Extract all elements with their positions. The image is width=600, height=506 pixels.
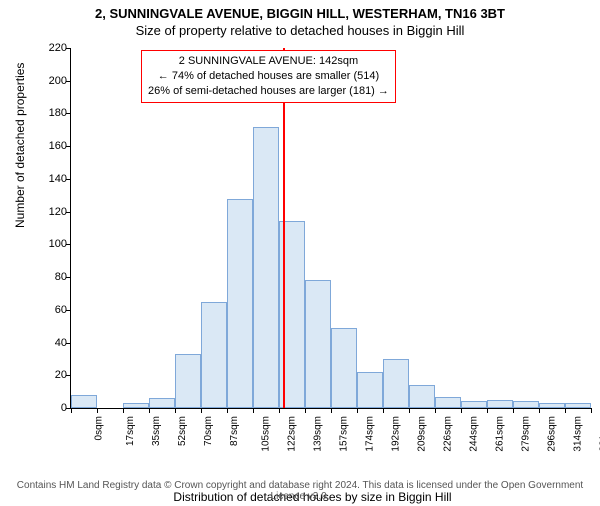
x-tick-label: 35sqm	[151, 416, 162, 446]
y-tick-label: 220	[39, 42, 67, 54]
histogram-bar	[201, 302, 227, 408]
histogram-bar	[461, 401, 487, 408]
x-tick-label: 139sqm	[313, 416, 324, 452]
histogram-bar	[175, 354, 201, 408]
annotation-box: 2 SUNNINGVALE AVENUE: 142sqm← 74% of det…	[141, 50, 396, 103]
plot-area: 0204060801001201401601802002200sqm17sqm3…	[70, 48, 591, 409]
histogram-bar	[331, 328, 357, 408]
title-subtitle: Size of property relative to detached ho…	[0, 23, 600, 38]
histogram-bar	[357, 372, 383, 408]
x-tick	[123, 408, 124, 413]
x-tick-label: 279sqm	[521, 416, 532, 452]
y-tick-label: 180	[39, 107, 67, 119]
x-tick-label: 226sqm	[443, 416, 454, 452]
x-tick	[357, 408, 358, 413]
y-tick-label: 120	[39, 206, 67, 218]
x-tick	[227, 408, 228, 413]
histogram-bar	[539, 403, 565, 408]
histogram-bar	[123, 403, 149, 408]
x-tick	[201, 408, 202, 413]
x-tick-label: 122sqm	[287, 416, 298, 452]
x-tick-label: 192sqm	[391, 416, 402, 452]
x-tick	[513, 408, 514, 413]
x-tick-label: 157sqm	[339, 416, 350, 452]
footer-attribution: Contains HM Land Registry data © Crown c…	[0, 480, 600, 502]
histogram-bar	[305, 280, 331, 408]
histogram-bar	[487, 400, 513, 408]
x-tick	[409, 408, 410, 413]
histogram-bar	[565, 403, 591, 408]
y-tick-label: 100	[39, 238, 67, 250]
histogram-bar	[253, 127, 279, 408]
x-tick-label: 52sqm	[177, 416, 188, 446]
x-tick	[539, 408, 540, 413]
histogram-bar	[227, 199, 253, 408]
x-tick	[71, 408, 72, 413]
x-tick-label: 261sqm	[495, 416, 506, 452]
x-tick-label: 105sqm	[261, 416, 272, 452]
y-tick-label: 0	[39, 402, 67, 414]
x-tick-label: 174sqm	[365, 416, 376, 452]
y-tick-label: 140	[39, 173, 67, 185]
x-tick-label: 209sqm	[417, 416, 428, 452]
x-tick	[435, 408, 436, 413]
x-tick-label: 0sqm	[93, 416, 104, 440]
y-axis-label: Number of detached properties	[13, 63, 27, 228]
x-tick	[175, 408, 176, 413]
annotation-line: 26% of semi-detached houses are larger (…	[148, 84, 389, 99]
histogram-bar	[149, 398, 175, 408]
annotation-line: ← 74% of detached houses are smaller (51…	[148, 69, 389, 84]
y-tick-label: 200	[39, 75, 67, 87]
histogram-bar	[435, 397, 461, 408]
annotation-line: 2 SUNNINGVALE AVENUE: 142sqm	[148, 54, 389, 69]
y-tick-label: 160	[39, 140, 67, 152]
x-tick	[565, 408, 566, 413]
y-tick-label: 20	[39, 369, 67, 381]
x-tick	[331, 408, 332, 413]
x-tick-label: 87sqm	[229, 416, 240, 446]
histogram-bar	[383, 359, 409, 408]
x-tick-label: 70sqm	[203, 416, 214, 446]
x-tick-label: 296sqm	[547, 416, 558, 452]
x-tick	[305, 408, 306, 413]
y-tick-label: 60	[39, 304, 67, 316]
x-tick	[149, 408, 150, 413]
x-tick-label: 244sqm	[469, 416, 480, 452]
histogram-bar	[513, 401, 539, 408]
x-tick	[383, 408, 384, 413]
chart-container: Number of detached properties 0204060801…	[35, 48, 590, 453]
x-tick-label: 17sqm	[125, 416, 136, 446]
histogram-bar	[71, 395, 97, 408]
x-tick	[591, 408, 592, 413]
x-tick	[253, 408, 254, 413]
histogram-bar	[409, 385, 435, 408]
y-tick-label: 80	[39, 271, 67, 283]
y-tick-label: 40	[39, 337, 67, 349]
title-address: 2, SUNNINGVALE AVENUE, BIGGIN HILL, WEST…	[0, 6, 600, 21]
x-tick	[487, 408, 488, 413]
x-tick	[279, 408, 280, 413]
x-tick	[461, 408, 462, 413]
x-tick-label: 314sqm	[573, 416, 584, 452]
x-tick	[97, 408, 98, 413]
